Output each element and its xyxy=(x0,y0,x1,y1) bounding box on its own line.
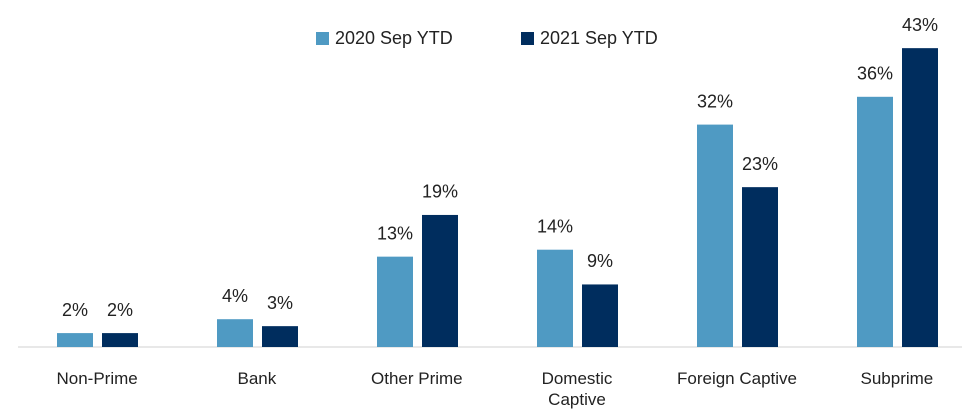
data-label: 32% xyxy=(697,91,733,111)
legend-swatch xyxy=(521,32,534,45)
legend-swatch xyxy=(316,32,329,45)
bar xyxy=(262,326,298,347)
bar xyxy=(217,319,253,347)
bar xyxy=(582,284,618,347)
bar xyxy=(697,124,733,347)
data-label: 3% xyxy=(267,293,293,313)
x-tick-label: Foreign Captive xyxy=(677,369,798,388)
data-label: 23% xyxy=(742,154,778,174)
data-label: 2% xyxy=(107,300,133,320)
x-tick-label: Non-Prime xyxy=(56,369,138,388)
bar xyxy=(422,214,458,347)
data-label: 36% xyxy=(857,64,893,84)
data-label: 9% xyxy=(587,251,613,271)
x-tick-label: Subprime xyxy=(860,369,934,388)
data-label: 13% xyxy=(377,223,413,243)
data-label: 2% xyxy=(62,300,88,320)
legend-label: 2021 Sep YTD xyxy=(540,28,658,48)
bar xyxy=(377,256,413,347)
bar xyxy=(742,187,778,347)
data-label: 14% xyxy=(537,216,573,236)
legend-label: 2020 Sep YTD xyxy=(335,28,453,48)
data-label: 19% xyxy=(422,182,458,202)
bar xyxy=(102,333,138,347)
bar xyxy=(902,48,938,348)
bar xyxy=(537,249,573,347)
x-tick-label: Other Prime xyxy=(371,369,463,388)
data-label: 43% xyxy=(902,15,938,35)
data-label: 4% xyxy=(222,286,248,306)
bar xyxy=(57,333,93,347)
bar xyxy=(857,96,893,347)
x-tick-label: Domestic Captive xyxy=(541,369,613,409)
x-tick-label: Bank xyxy=(237,369,277,388)
